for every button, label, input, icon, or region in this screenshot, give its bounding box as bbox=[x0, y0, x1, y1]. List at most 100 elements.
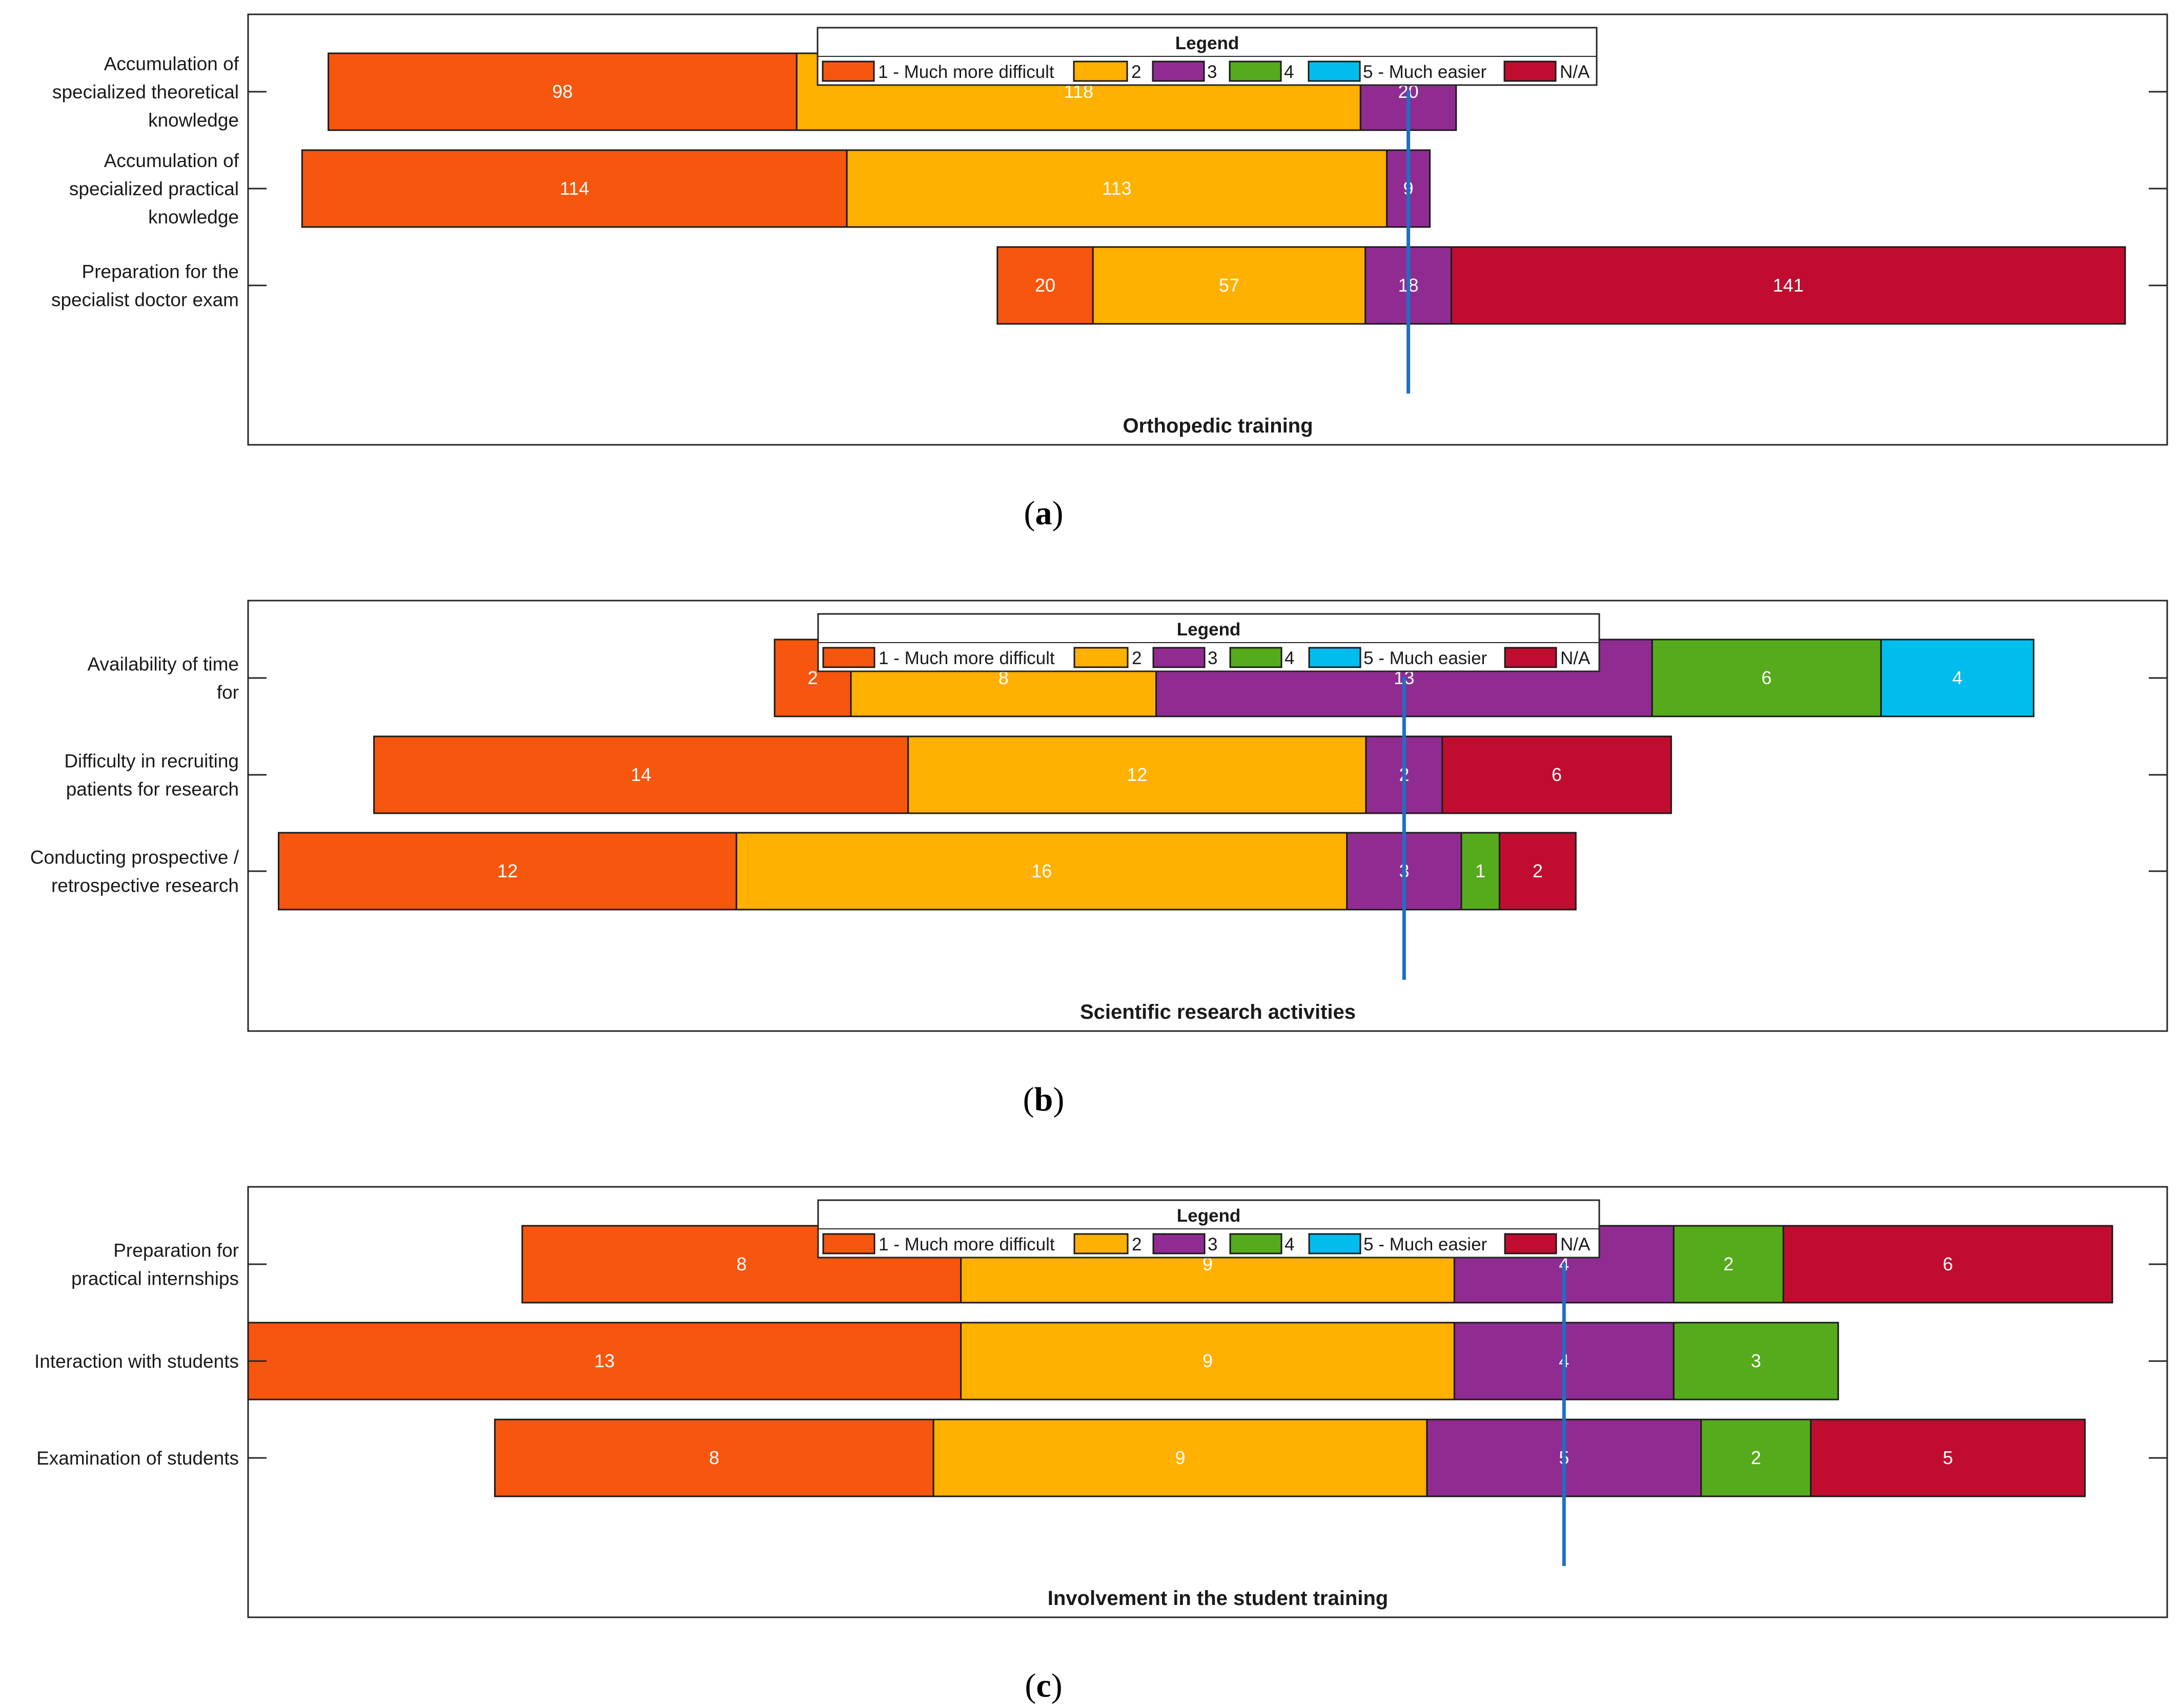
bar-segment-na bbox=[1810, 1418, 2086, 1497]
data-label: 20 bbox=[1035, 275, 1055, 296]
legend-swatch-4 bbox=[1229, 60, 1282, 82]
data-label: 1 bbox=[1475, 860, 1485, 881]
category-label: Interaction with students bbox=[34, 1351, 239, 1372]
bar-row-3: 205718141 bbox=[996, 246, 2126, 325]
legend-swatch-3 bbox=[1152, 1233, 1206, 1254]
data-label: 6 bbox=[1761, 667, 1771, 688]
category-label: Difficulty in recruiting patients for res… bbox=[64, 751, 239, 800]
legend-swatch-5 bbox=[1308, 60, 1361, 82]
bar-segment-1 bbox=[328, 52, 798, 131]
bar-segment-1 bbox=[373, 735, 909, 814]
legend-swatch-4 bbox=[1229, 647, 1282, 668]
legend-swatch-1 bbox=[822, 60, 875, 82]
legend-label-4: 4 bbox=[1285, 648, 1294, 668]
data-label: 2 bbox=[808, 667, 818, 688]
legend-label-5: 5 - Much easier bbox=[1363, 648, 1488, 668]
legend-label-3: 3 bbox=[1208, 648, 1217, 668]
bar-segment-1 bbox=[301, 149, 848, 228]
data-label: 141 bbox=[1773, 275, 1804, 296]
legend-label-5: 5 - Much easier bbox=[1363, 62, 1487, 82]
legend-swatch-2 bbox=[1073, 60, 1128, 82]
panel-title: Involvement in the student training bbox=[1048, 1587, 1389, 1610]
panel-caption: (b) bbox=[1023, 1081, 1065, 1118]
data-label: 114 bbox=[560, 178, 589, 199]
data-label: 16 bbox=[1031, 860, 1052, 881]
data-label: 5 bbox=[1943, 1447, 1953, 1468]
legend-swatch-5 bbox=[1308, 647, 1361, 668]
bar-segment-2 bbox=[960, 1322, 1455, 1401]
legend-label-4: 4 bbox=[1285, 1234, 1294, 1254]
legend-swatch-3 bbox=[1152, 647, 1206, 668]
bar-segment-na bbox=[1498, 832, 1577, 911]
data-label: 2 bbox=[1533, 860, 1543, 881]
data-label: 8 bbox=[737, 1253, 747, 1274]
data-label: 12 bbox=[1127, 764, 1147, 785]
data-label: 3 bbox=[1751, 1350, 1761, 1371]
legend-swatch-5 bbox=[1308, 1233, 1361, 1254]
data-label: 14 bbox=[631, 764, 651, 785]
panel-title: Scientific research activities bbox=[1080, 1001, 1356, 1023]
bar-segment-1 bbox=[494, 1418, 934, 1497]
legend-label-3: 3 bbox=[1207, 62, 1217, 82]
legend-label-2: 2 bbox=[1132, 648, 1142, 668]
category-label: Preparation for practical internships bbox=[71, 1240, 239, 1289]
data-label: 98 bbox=[552, 81, 573, 102]
legend-title: Legend bbox=[1177, 1206, 1240, 1226]
bar-segment-2 bbox=[846, 149, 1388, 228]
axes-frame bbox=[247, 600, 2168, 1032]
legend-swatch-1 bbox=[822, 1233, 875, 1254]
legend-title: Legend bbox=[1175, 33, 1239, 53]
bar-segment-na bbox=[1450, 246, 2126, 325]
bar-segment-4 bbox=[1673, 1225, 1784, 1304]
bar-segment-2 bbox=[1092, 246, 1367, 325]
bar-segment-na bbox=[1782, 1225, 2113, 1304]
category-label: Preparation for the specialist doctor exa… bbox=[51, 261, 239, 311]
legend-swatch-4 bbox=[1229, 1233, 1282, 1254]
data-label: 2 bbox=[1751, 1447, 1761, 1468]
legend-label-4: 4 bbox=[1284, 62, 1294, 82]
data-label: 12 bbox=[497, 860, 518, 881]
bar-segment-5 bbox=[1880, 639, 2034, 717]
legend-swatch-na bbox=[1504, 1233, 1557, 1254]
data-label: 2 bbox=[1723, 1253, 1734, 1274]
bar-row-3: 1216312 bbox=[278, 832, 1577, 911]
legend: Legend 1 - Much more difficult 2 3 4 5 - Much… bbox=[817, 1199, 1600, 1259]
panel-title: Orthopedic training bbox=[1123, 415, 1313, 437]
bar-segment-na bbox=[1441, 735, 1672, 814]
axes-frame bbox=[247, 13, 2168, 446]
bar-row-3: 89525 bbox=[494, 1418, 2086, 1497]
data-label: 9 bbox=[1203, 1253, 1213, 1274]
legend-title: Legend bbox=[1177, 620, 1240, 640]
legend-swatch-2 bbox=[1073, 1233, 1129, 1254]
bar-row-2: 13943 bbox=[247, 1322, 1839, 1401]
category-label: Accumulation of specialized practical know… bbox=[69, 150, 239, 228]
data-label: 113 bbox=[1102, 178, 1131, 199]
bar-segment-2 bbox=[907, 735, 1367, 814]
data-label: 9 bbox=[1175, 1447, 1185, 1468]
data-label: 8 bbox=[709, 1447, 719, 1468]
data-label: 13 bbox=[594, 1350, 615, 1371]
legend-label-5: 5 - Much easier bbox=[1363, 1234, 1488, 1254]
legend-swatch-na bbox=[1504, 647, 1557, 668]
bar-row-2: 141226 bbox=[373, 735, 1672, 814]
bar-segment-1 bbox=[278, 832, 738, 911]
legend: Legend 1 - Much more difficult 2 3 4 5 - Much… bbox=[817, 613, 1600, 672]
category-label: Accumulation of specialized theoretical kn… bbox=[52, 53, 239, 131]
category-label: Availability of time for bbox=[88, 654, 239, 703]
legend-label-1: 1 - Much more difficult bbox=[879, 648, 1055, 668]
data-label: 4 bbox=[1952, 667, 1963, 688]
category-label: Examination of students bbox=[36, 1448, 239, 1469]
legend-label-na: N/A bbox=[1560, 1234, 1591, 1254]
bar-segment-4 bbox=[1673, 1322, 1839, 1401]
category-label: Conducting prospective / retrospective re… bbox=[30, 847, 239, 896]
bar-segment-4 bbox=[1651, 639, 1882, 717]
data-label: 6 bbox=[1552, 764, 1562, 785]
panel-caption: (c) bbox=[1025, 1667, 1062, 1704]
legend-swatch-1 bbox=[822, 647, 875, 668]
legend-swatch-2 bbox=[1073, 647, 1129, 668]
legend-label-2: 2 bbox=[1132, 1234, 1142, 1254]
